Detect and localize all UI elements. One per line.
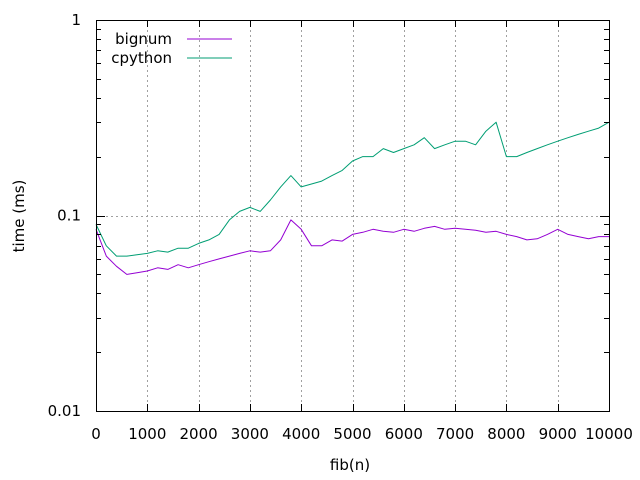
legend-label-cpython: cpython — [111, 49, 172, 67]
x-tick-label: 0 — [91, 425, 101, 443]
x-tick-label: 4000 — [282, 425, 320, 443]
y-tick-label: 0.01 — [48, 402, 81, 420]
legend-label-bignum: bignum — [115, 30, 172, 48]
x-tick-label: 8000 — [487, 425, 525, 443]
grid-lines — [96, 20, 609, 411]
series-line-bignum — [95, 219, 609, 275]
x-tick-label: 5000 — [333, 425, 371, 443]
legend: bignum cpython — [111, 30, 232, 67]
y-axis-label: time (ms) — [10, 180, 28, 253]
x-tick-label: 6000 — [385, 425, 423, 443]
axis-ticks — [96, 20, 610, 412]
x-axis-label: fib(n) — [330, 456, 370, 474]
tick-labels: 0 1000 2000 3000 4000 5000 6000 7000 8000 9000 100… — [48, 11, 633, 443]
series-line-cpython — [95, 121, 610, 257]
series-lines — [95, 121, 610, 275]
y-tick-label: 1 — [71, 11, 81, 29]
x-tick-label: 10000 — [585, 425, 633, 443]
x-tick-label: 9000 — [539, 425, 577, 443]
x-tick-label: 7000 — [436, 425, 474, 443]
x-tick-label: 2000 — [180, 425, 218, 443]
y-tick-label: 0.1 — [57, 207, 81, 225]
x-tick-label: 3000 — [231, 425, 269, 443]
x-tick-label: 1000 — [128, 425, 166, 443]
